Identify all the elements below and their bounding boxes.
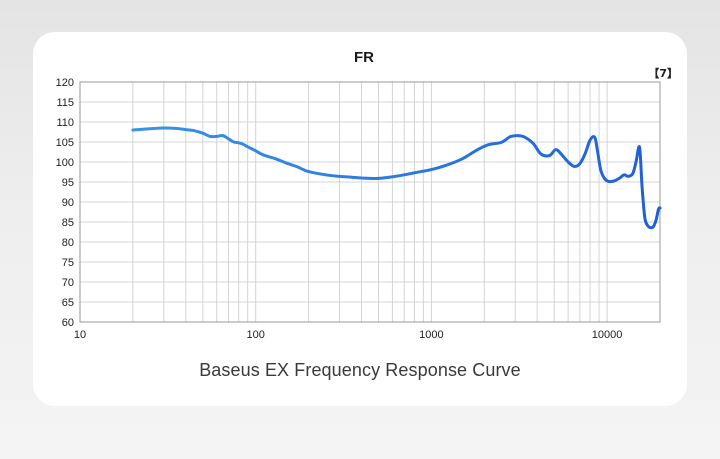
chart-title: FR [354,49,374,66]
y-tick-label: 85 [62,217,74,229]
chart-card [33,32,687,406]
x-tick-label: 100 [247,329,265,341]
plot-frame [79,81,661,323]
y-tick-label: 115 [56,97,74,109]
y-tick-label: 80 [62,237,74,249]
grid-lines [80,81,660,323]
y-tick-label: 95 [62,177,74,189]
y-tick-label: 65 [62,297,74,309]
y-tick-label: 120 [56,77,74,89]
x-tick-label: 10000 [592,329,623,341]
y-axis-ticks: 120 115 110 105 100 95 90 85 80 75 70 65 60 [56,77,74,329]
x-axis-ticks: 10 100 1000 10000 [74,329,623,341]
y-tick-label: 60 [62,317,74,329]
y-tick-label: 90 [62,197,74,209]
y-tick-label: 75 [62,257,74,269]
x-tick-label: 1000 [419,329,443,341]
corner-label: 【7】 [648,67,678,80]
y-tick-label: 100 [56,157,74,169]
series-line-frequency-response [131,126,662,230]
y-tick-label: 70 [62,277,74,289]
y-tick-label: 110 [56,117,74,129]
y-tick-label: 105 [56,137,74,149]
x-tick-label: 10 [74,329,86,341]
chart-caption: Baseus EX Frequency Response Curve [199,360,521,380]
